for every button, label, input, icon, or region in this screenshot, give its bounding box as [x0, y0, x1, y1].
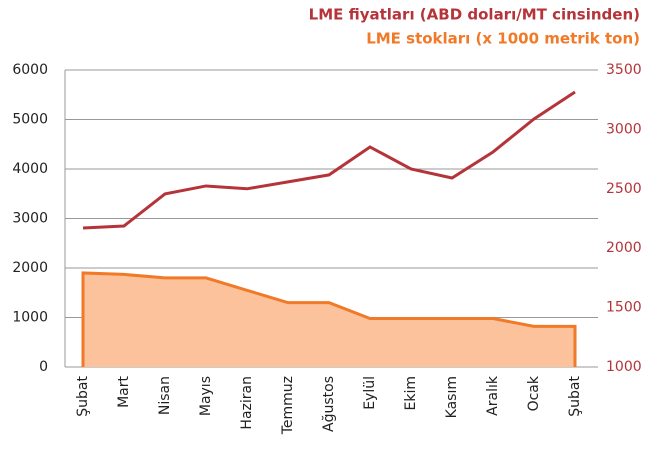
x-tick-label: Ağustos [321, 376, 337, 432]
x-tick-label: Temmuz [280, 376, 296, 435]
x-tick-label: Eylül [362, 376, 378, 410]
y2-tick-label: 2000 [606, 240, 642, 256]
y-tick-label: 6000 [12, 62, 48, 78]
y-tick-label: 3000 [12, 211, 48, 227]
y-tick-label: 4000 [12, 161, 48, 177]
x-tick-label: Haziran [239, 376, 255, 430]
x-tick-label: Ocak [526, 375, 542, 411]
y-tick-label: 1000 [12, 310, 48, 326]
line [82, 90, 576, 230]
x-tick-label: Mart [116, 375, 132, 407]
legend-entry: LME stokları (x 1000 metrik ton) [366, 30, 640, 48]
x-tick-label: Şubat [75, 375, 91, 416]
x-tick-label: Aralık [485, 375, 501, 416]
y-tick-label: 2000 [12, 260, 48, 276]
legend-entry: LME fiyatları (ABD doları/MT cinsinden) [309, 6, 640, 24]
y2-tick-label: 2500 [606, 181, 642, 197]
y2-tick-label: 3500 [606, 62, 642, 78]
y-tick-label: 0 [39, 359, 48, 375]
y2-tick-label: 1000 [606, 359, 642, 375]
area-line [81, 271, 577, 367]
y2-tick-label: 3000 [606, 121, 642, 137]
y2-tick-label: 1500 [606, 300, 642, 316]
x-tick-label: Mayıs [198, 376, 214, 416]
x-tick-label: Kasım [444, 376, 460, 418]
x-tick-label: Nisan [157, 376, 173, 415]
x-tick-label: Ekim [403, 376, 419, 410]
y-tick-label: 5000 [12, 112, 48, 128]
x-tick-label: Şubat [567, 375, 583, 416]
area-fill [83, 272, 575, 367]
